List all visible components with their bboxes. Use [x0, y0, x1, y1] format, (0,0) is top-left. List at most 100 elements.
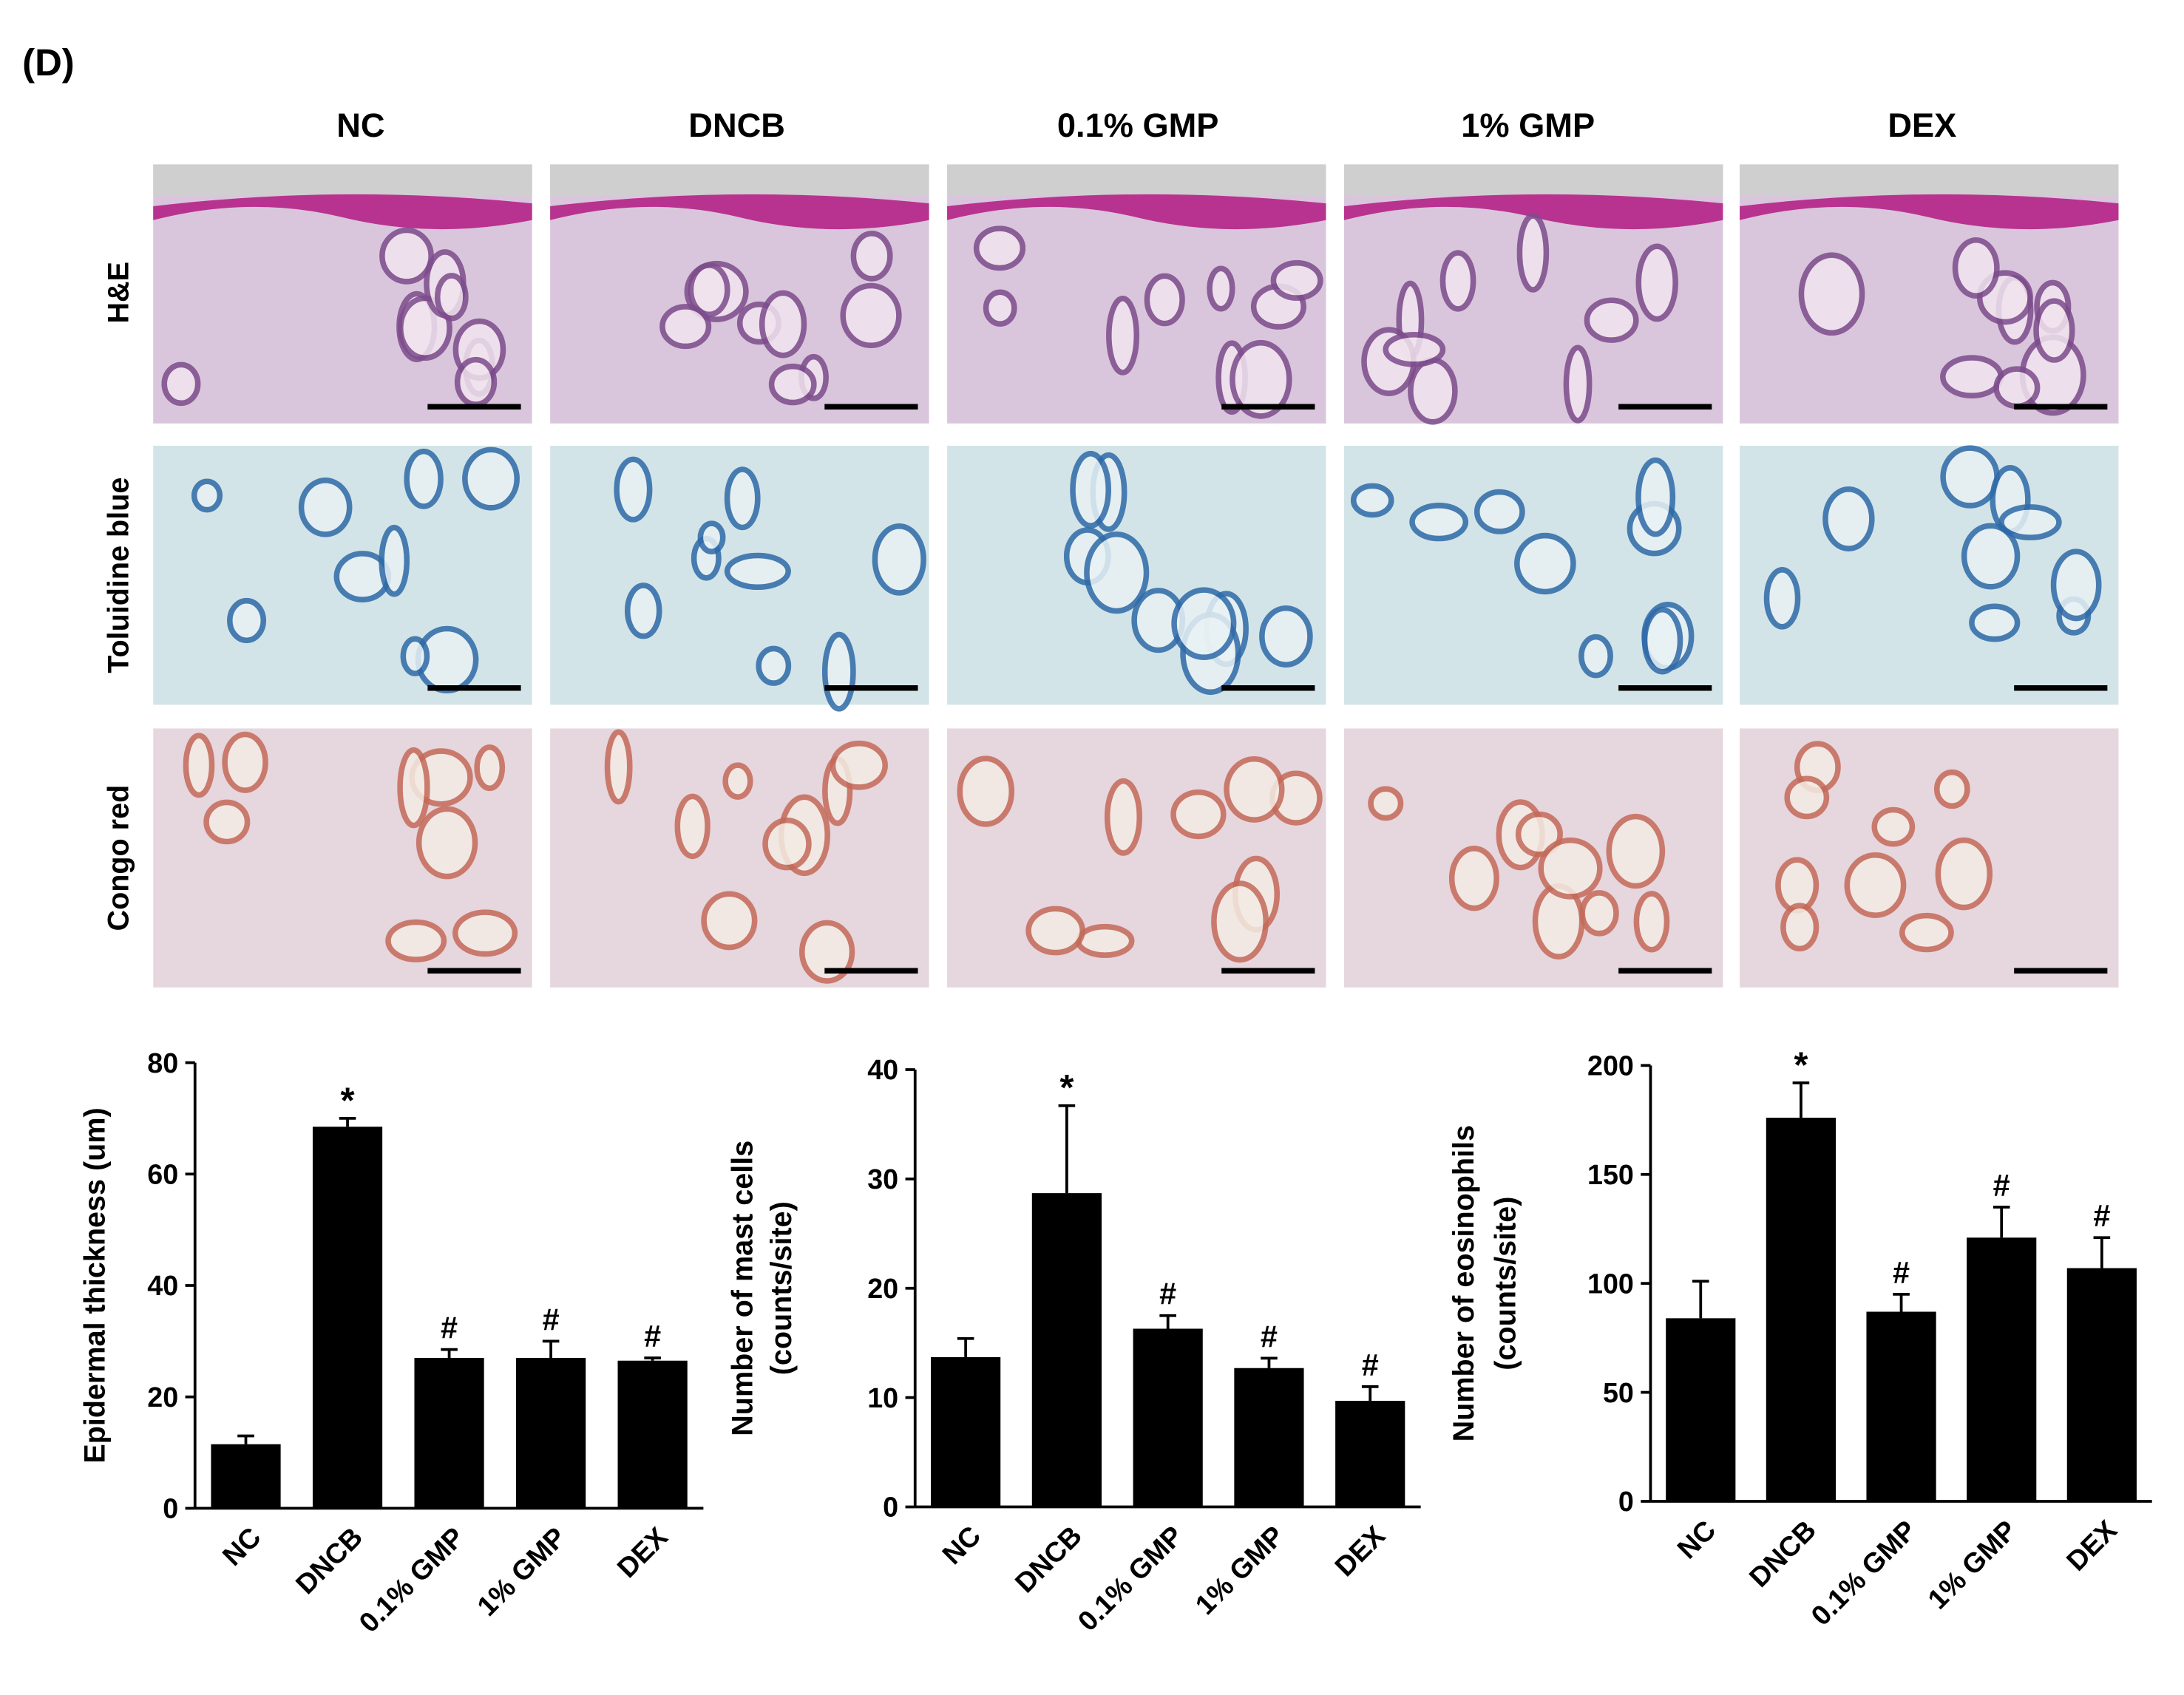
- follicle: [1935, 837, 1993, 911]
- follicle: [1635, 457, 1676, 537]
- follicle: [722, 762, 753, 800]
- follicle: [397, 747, 430, 829]
- bar: [312, 1127, 383, 1509]
- error-bar: [2093, 1236, 2111, 1268]
- epidermis: [947, 194, 1326, 230]
- x-tick-label: DNCB: [290, 1521, 369, 1600]
- bar: [414, 1357, 484, 1509]
- follicle: [1871, 806, 1916, 847]
- follicle: [1899, 912, 1954, 953]
- follicle: [1606, 813, 1666, 889]
- error-bar: [339, 1117, 356, 1127]
- error-bar: [1261, 1356, 1278, 1368]
- follicle: [462, 446, 520, 511]
- column-header: DEX: [1888, 106, 1956, 144]
- epidermis: [550, 194, 929, 230]
- follicle: [404, 448, 444, 509]
- bar: [2066, 1268, 2137, 1502]
- x-tick-label: DNCB: [1743, 1514, 1822, 1593]
- follicle: [768, 363, 817, 406]
- follicle: [1961, 523, 2021, 590]
- follicle: [474, 744, 506, 792]
- y-tick-label: 10: [867, 1382, 898, 1413]
- y-axis-label: Number of eosinophils: [1448, 1125, 1480, 1441]
- follicle: [183, 733, 215, 798]
- follicle: [1933, 769, 1970, 809]
- error-bar: [644, 1356, 661, 1361]
- follicle: [1084, 531, 1150, 614]
- bar: [1234, 1368, 1304, 1507]
- follicle: [452, 909, 518, 957]
- y-axis-label: Epidermal thickness (um): [78, 1107, 111, 1463]
- follicle: [759, 290, 807, 359]
- histology-image: [1740, 728, 2119, 988]
- follicle: [203, 799, 251, 845]
- significance-mark: *: [1794, 1045, 1808, 1085]
- epidermis: [1343, 194, 1723, 230]
- follicle: [1969, 603, 2021, 642]
- histology-image: [550, 728, 929, 988]
- significance-mark: #: [1993, 1168, 2010, 1203]
- follicle: [1170, 789, 1227, 840]
- image-top: [153, 164, 532, 195]
- y-axis-label: (counts/site): [1490, 1197, 1522, 1370]
- x-tick-label: NC: [936, 1520, 986, 1570]
- follicle: [400, 636, 430, 676]
- follicle: [1270, 259, 1323, 301]
- bar: [1967, 1237, 2037, 1502]
- histology-image: [947, 728, 1326, 988]
- histology-image: [1343, 164, 1723, 425]
- bar: [1866, 1311, 1936, 1502]
- follicle: [1563, 344, 1593, 424]
- y-tick-label: 80: [147, 1047, 178, 1079]
- histology-image: [153, 445, 532, 705]
- follicle: [1104, 778, 1142, 856]
- significance-mark: #: [1362, 1348, 1379, 1382]
- error-bar: [1058, 1104, 1076, 1194]
- row-label: Toluidine blue: [102, 478, 135, 673]
- epidermis: [1740, 194, 2119, 230]
- follicle: [1383, 331, 1446, 367]
- error-bar: [1692, 1280, 1709, 1319]
- y-tick-label: 0: [883, 1492, 898, 1523]
- follicle: [1940, 445, 2000, 509]
- histology-image: [550, 164, 929, 424]
- significance-mark: #: [2093, 1198, 2110, 1233]
- histology-image: [947, 164, 1326, 424]
- x-tick-label: 0.1% GMP: [1805, 1514, 1922, 1631]
- follicle: [1224, 755, 1285, 823]
- y-tick-label: 60: [147, 1158, 178, 1189]
- follicle: [227, 597, 267, 644]
- x-tick-label: DNCB: [1009, 1520, 1088, 1599]
- error-bar: [1993, 1206, 2010, 1238]
- x-tick-label: DEX: [611, 1521, 673, 1583]
- follicle: [1106, 296, 1140, 376]
- image-top: [1740, 164, 2119, 195]
- follicle: [604, 729, 633, 805]
- follicle: [222, 731, 268, 793]
- follicle: [614, 456, 653, 523]
- follicle: [434, 273, 469, 322]
- error-bar: [1792, 1081, 1810, 1118]
- bar: [1666, 1318, 1736, 1502]
- follicle: [1515, 811, 1563, 857]
- follicle: [821, 631, 856, 712]
- follicle: [659, 304, 712, 350]
- histology-image: [153, 728, 532, 988]
- follicle: [1784, 775, 1830, 820]
- follicle: [1633, 891, 1670, 953]
- y-tick-label: 0: [163, 1493, 178, 1524]
- follicle: [724, 552, 791, 591]
- error-bar: [237, 1434, 254, 1444]
- x-tick-label: NC: [1671, 1514, 1721, 1564]
- significance-mark: #: [441, 1311, 458, 1345]
- follicle: [830, 740, 888, 790]
- bar: [931, 1356, 1001, 1507]
- follicle: [1368, 786, 1404, 821]
- follicle: [1211, 880, 1269, 963]
- bar: [515, 1357, 586, 1509]
- y-tick-label: 150: [1587, 1159, 1634, 1190]
- y-axis-label: Number of mast cells: [726, 1141, 759, 1436]
- follicle: [191, 478, 223, 513]
